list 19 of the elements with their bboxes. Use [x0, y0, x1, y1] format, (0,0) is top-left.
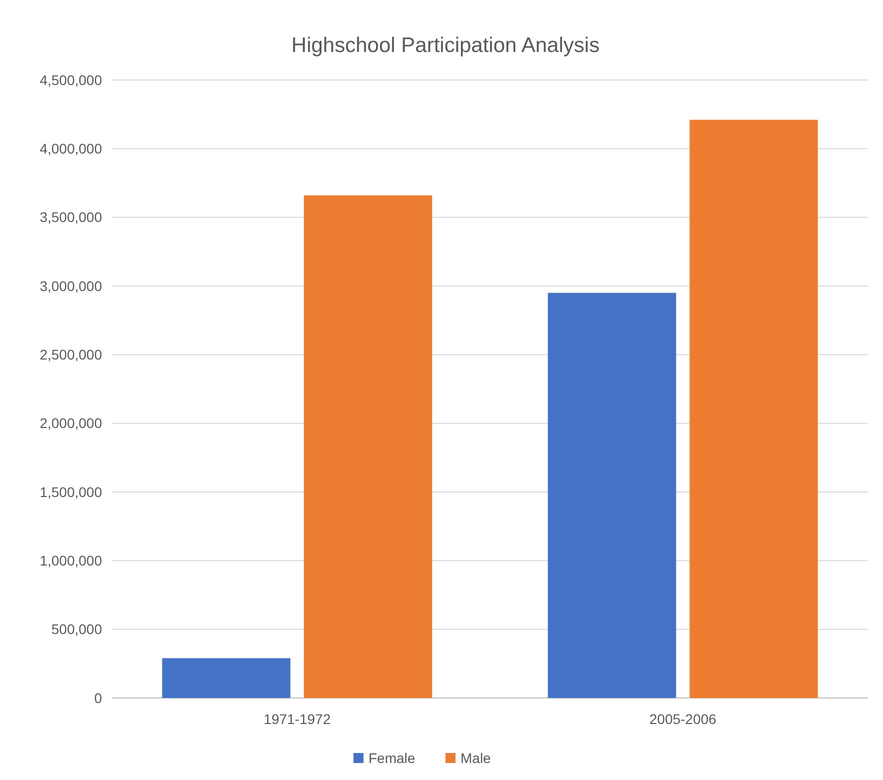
- bar: [690, 120, 818, 698]
- y-tick-label: 1,500,000: [40, 484, 102, 500]
- y-tick-label: 3,500,000: [40, 209, 102, 226]
- bar: [304, 195, 432, 698]
- bar: [162, 658, 290, 698]
- y-tick-label: 500,000: [51, 621, 102, 638]
- y-tick-label: 3,000,000: [40, 278, 102, 294]
- bar: [548, 292, 676, 698]
- y-tick-label: 4,000,000: [40, 140, 102, 157]
- x-tick-label: 2005-2006: [649, 711, 717, 727]
- y-tick-label: 4,500,000: [40, 72, 102, 88]
- legend-label: Male: [460, 750, 492, 766]
- y-tick-label: 0: [94, 690, 102, 706]
- x-tick-label: 1971-1972: [264, 711, 331, 727]
- y-tick-label: 2,000,000: [40, 415, 102, 432]
- legend-label: Female: [368, 750, 416, 766]
- y-tick-label: 2,500,000: [40, 346, 102, 363]
- y-tick-label: 1,000,000: [40, 552, 102, 569]
- chart-title: Highschool Participation Analysis: [291, 34, 600, 57]
